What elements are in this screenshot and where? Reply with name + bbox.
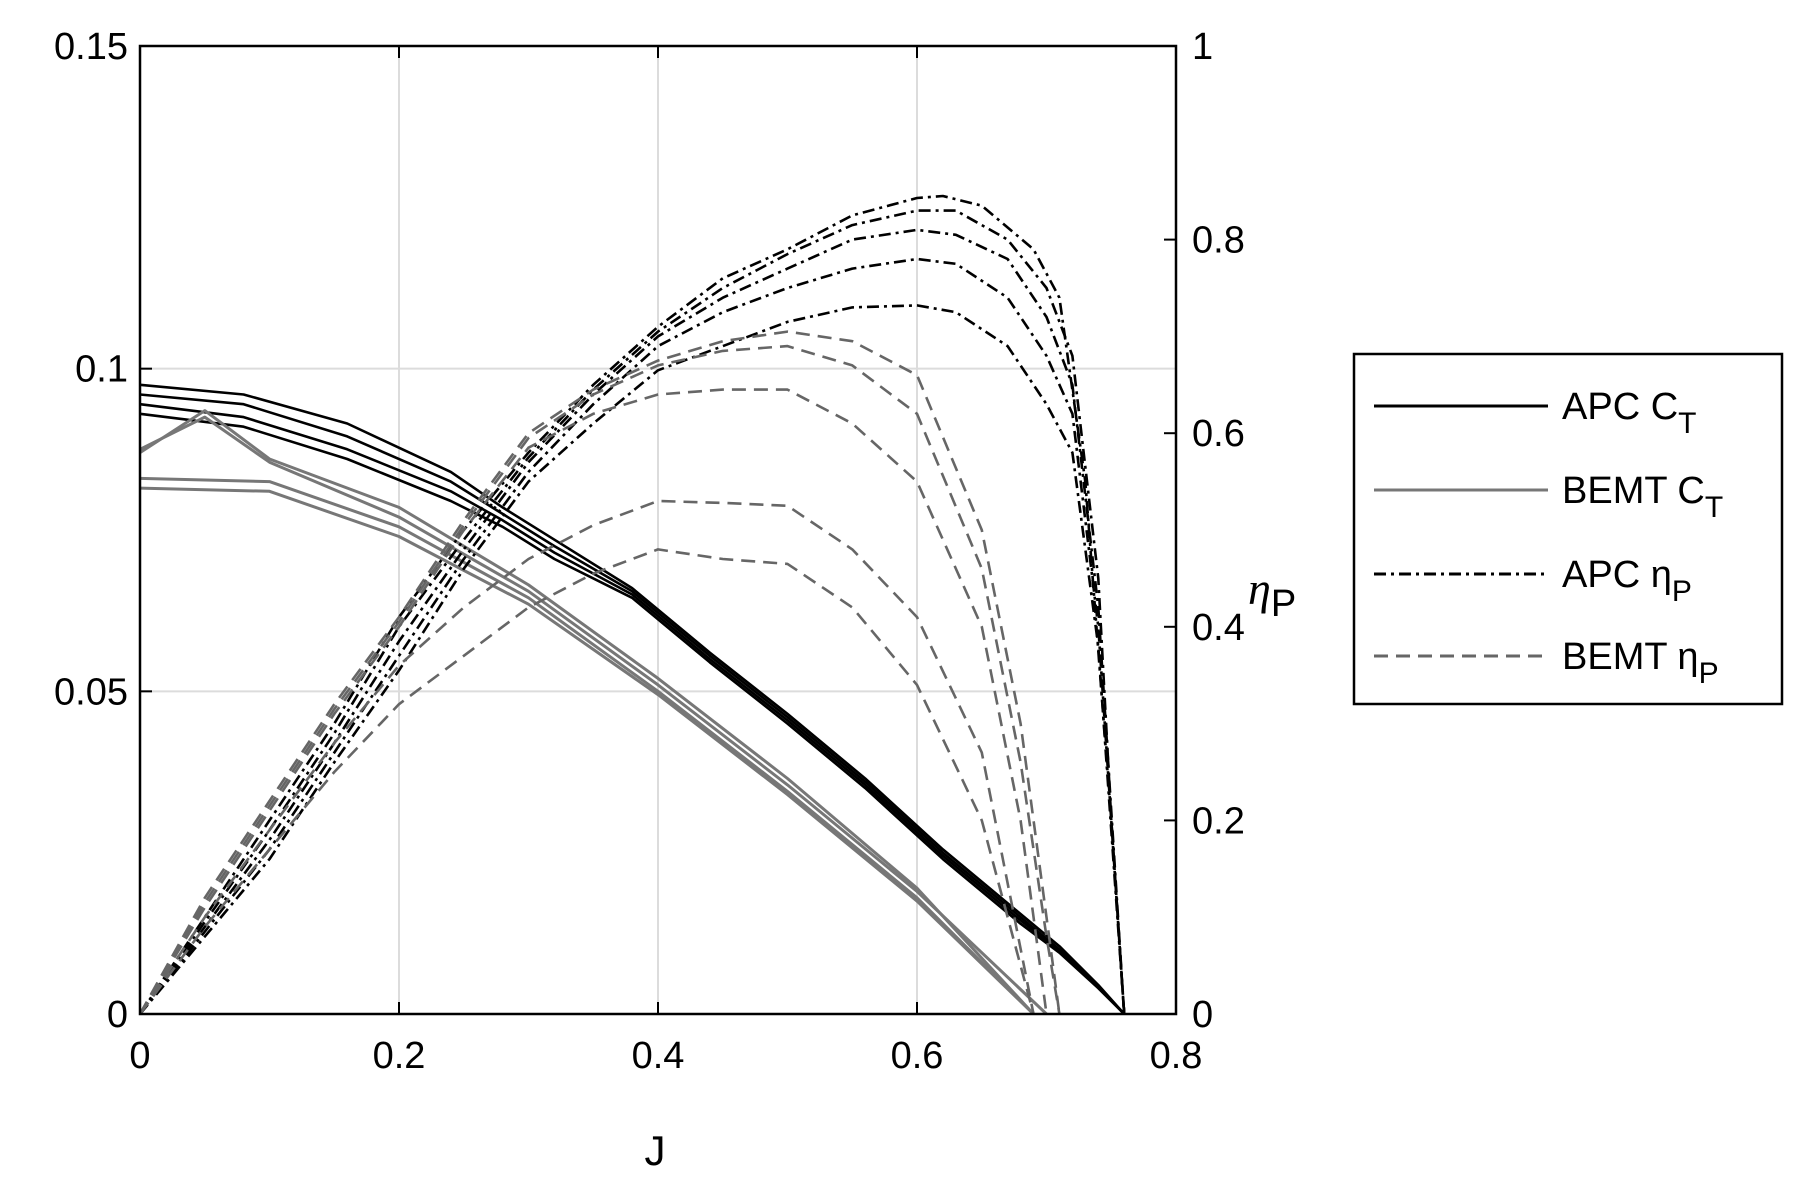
legend-box <box>1352 352 1784 706</box>
legend-label-bemt-ct-sub: T <box>1705 491 1723 524</box>
series-line-bemtp-17 <box>138 548 1035 1015</box>
series-line-bemtp-14 <box>138 344 1061 1015</box>
legend-label-apc-eta-sub: P <box>1672 575 1692 608</box>
series-line-apcp-9 <box>138 209 1126 1015</box>
left-y-tick-label-1: 0.05 <box>54 671 128 713</box>
legend-label-bemt-eta: BEMT ηP <box>1562 636 1719 690</box>
series-line-apcp-8 <box>138 194 1126 1015</box>
legend-label-apc-eta: APC ηP <box>1562 554 1692 608</box>
series-line-apcct-1 <box>139 393 1126 1015</box>
right-y-tick-label-3: 0.6 <box>1192 413 1245 455</box>
right-y-tick-label-5: 1 <box>1192 26 1213 68</box>
legend-label-apc-ct: APC CT <box>1562 386 1696 440</box>
right-y-axis-title: ηP <box>1248 563 1296 625</box>
x-tick-label-4: 0.8 <box>1150 1035 1203 1077</box>
series-line-bemtct-5 <box>139 415 1048 1016</box>
series-line-bemtp-16 <box>138 499 1035 1015</box>
series-line-apcp-11 <box>138 257 1126 1015</box>
series-line-bemtct-4 <box>139 409 1035 1016</box>
series-line-apcp-12 <box>139 304 1126 1015</box>
series-line-bemtct-6 <box>139 476 1035 1016</box>
series-line-bemtct-7 <box>139 486 1035 1016</box>
series-line-apcct-3 <box>139 412 1126 1015</box>
right-y-tick-label-4: 0.8 <box>1192 220 1245 262</box>
legend-label-bemt-ct: BEMT CT <box>1562 470 1723 524</box>
left-y-tick-label-3: 0.15 <box>54 26 128 68</box>
legend-label-apc-eta-main: APC η <box>1562 554 1672 596</box>
series-layer <box>138 194 1126 1016</box>
right-y-tick-label-1: 0.2 <box>1192 800 1245 842</box>
right-y-axis-title-main: η <box>1248 563 1271 614</box>
x-tick-label-0: 0 <box>129 1035 150 1077</box>
left-y-tick-label-2: 0.1 <box>75 349 128 391</box>
left-y-tick-label-0: 0 <box>107 994 128 1036</box>
x-tick-label-2: 0.4 <box>632 1035 685 1077</box>
right-y-tick-label-0: 0 <box>1192 994 1213 1036</box>
series-line-bemtp-15 <box>138 388 1048 1015</box>
legend: APC CT BEMT CT APC ηP BEMT ηP <box>1352 352 1784 706</box>
legend-label-bemt-eta-main: BEMT η <box>1562 636 1699 678</box>
x-axis-title: J <box>645 1127 666 1174</box>
x-tick-label-1: 0.2 <box>373 1035 426 1077</box>
right-y-tick-label-2: 0.4 <box>1192 607 1245 649</box>
plot-frame <box>138 44 1178 1016</box>
legend-label-apc-ct-main: APC C <box>1562 386 1678 428</box>
right-y-axis-title-sub: P <box>1271 583 1296 625</box>
legend-label-bemt-eta-sub: P <box>1699 657 1719 690</box>
series-line-apcct-0 <box>139 383 1126 1015</box>
legend-label-apc-ct-sub: T <box>1678 407 1696 440</box>
x-tick-label-3: 0.6 <box>891 1035 944 1077</box>
axes-layer <box>138 44 1178 1016</box>
series-line-apcct-2 <box>139 402 1126 1015</box>
legend-label-bemt-ct-main: BEMT C <box>1562 470 1705 512</box>
series-line-bemtp-13 <box>138 330 1061 1015</box>
